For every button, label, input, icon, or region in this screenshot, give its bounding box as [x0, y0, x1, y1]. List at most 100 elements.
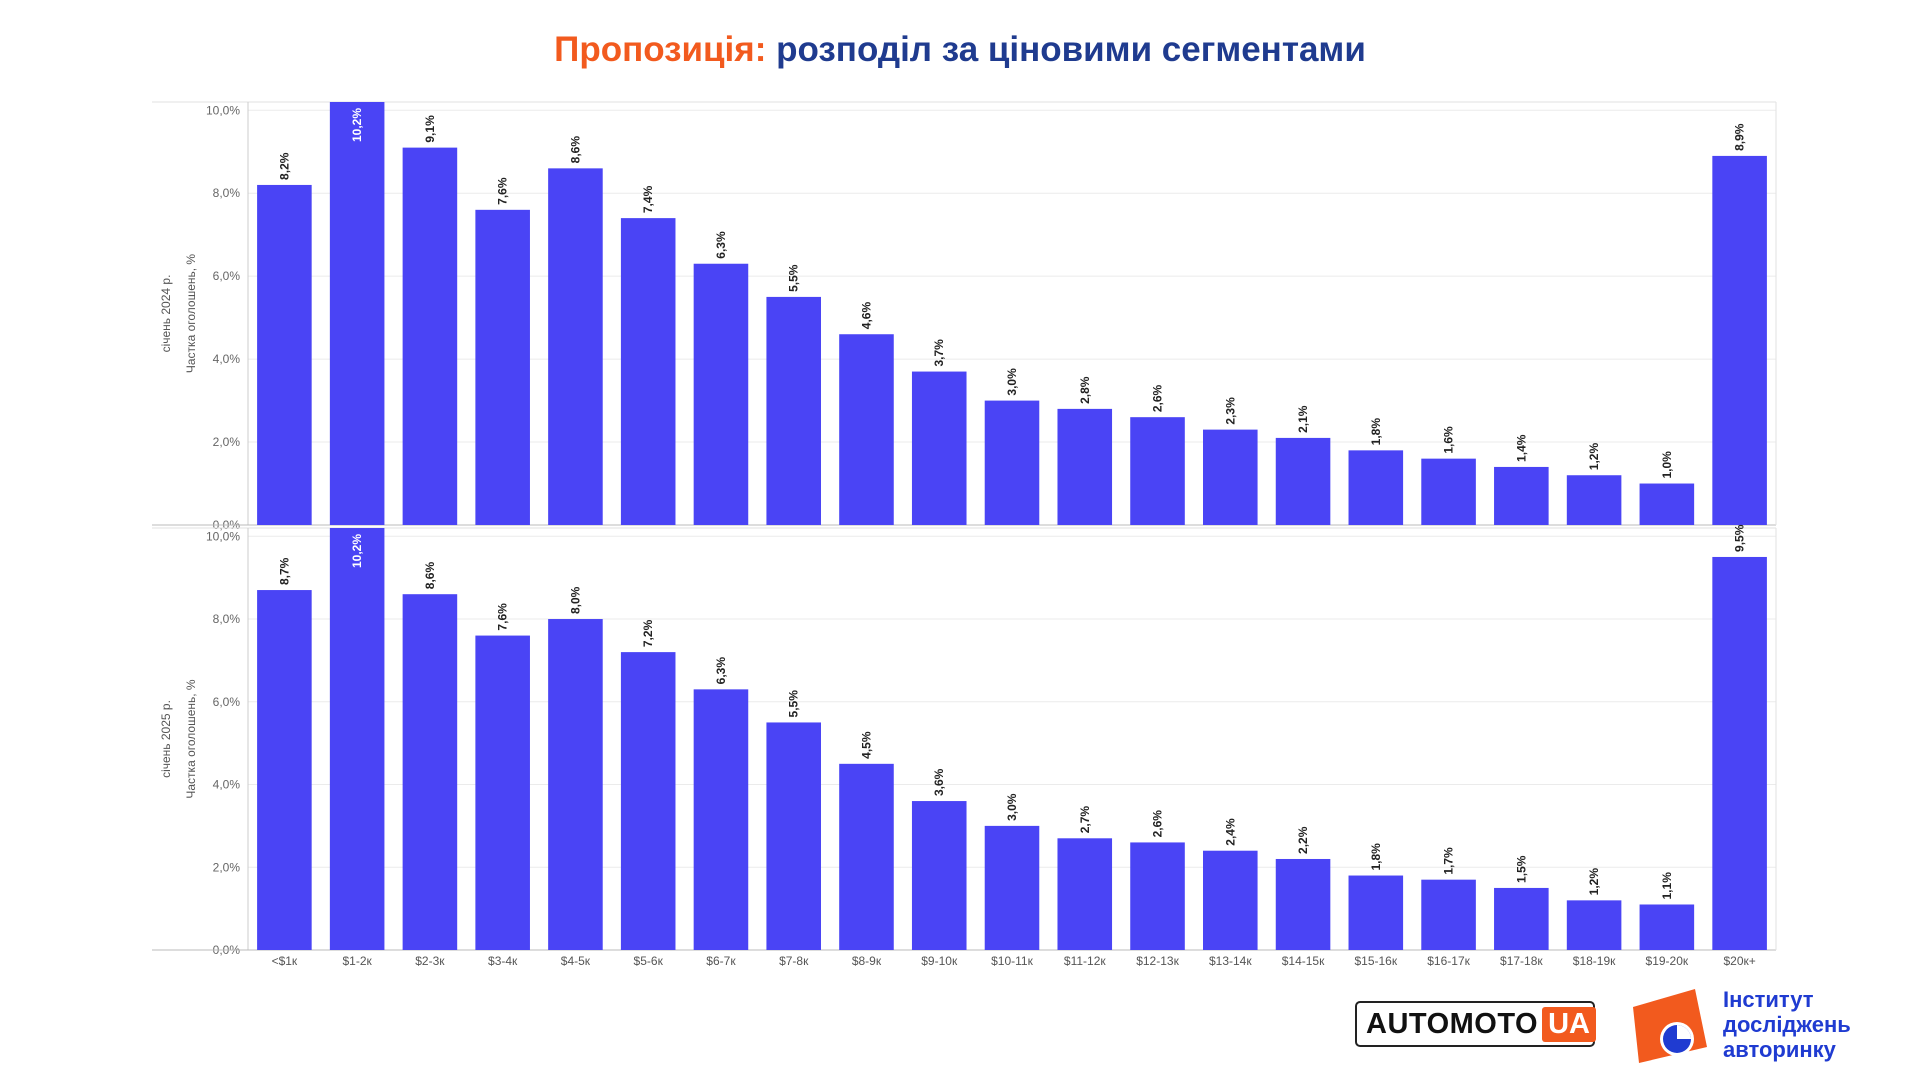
data-label: 10,2% [350, 108, 364, 142]
bar [984, 400, 1040, 525]
data-label: 1,8% [1369, 418, 1383, 446]
bar [1712, 556, 1767, 950]
data-label: 5,5% [787, 690, 801, 718]
data-label: 8,6% [423, 562, 437, 590]
title-part-2: розподіл за ціновими сегментами [776, 30, 1366, 69]
y-axis-label-period: січень 2025 р. [159, 700, 173, 778]
x-tick-label: $2-3к [415, 954, 445, 968]
y-tick-label: 4,0% [213, 778, 241, 792]
x-tick-label: $4-5к [561, 954, 591, 968]
x-tick-label: $20к+ [1723, 954, 1755, 968]
data-label: 1,5% [1514, 855, 1528, 883]
page-title: Пропозиція: розподіл за ціновими сегмент… [0, 30, 1920, 70]
bar [1712, 155, 1767, 526]
data-label: 2,6% [1151, 810, 1165, 838]
bar [1348, 450, 1404, 525]
x-tick-label: $15-16к [1354, 954, 1397, 968]
bar [1566, 475, 1622, 525]
data-label: 2,4% [1223, 818, 1237, 846]
y-tick-label: 4,0% [213, 352, 241, 366]
data-label: 4,6% [859, 302, 873, 330]
institute-name: Інститут досліджень авторинку [1723, 987, 1851, 1062]
data-label: 4,5% [859, 731, 873, 759]
institute-emblem-icon [1633, 989, 1707, 1063]
x-tick-label: $6-7к [706, 954, 736, 968]
bar [548, 619, 603, 950]
x-tick-label: $19-20к [1646, 954, 1689, 968]
bar [620, 218, 676, 525]
bar [1130, 417, 1185, 525]
data-label: 2,7% [1078, 806, 1092, 834]
x-tick-label: $10-11к [991, 954, 1033, 968]
bar [1494, 887, 1549, 950]
bar [620, 652, 676, 950]
bar [257, 590, 312, 950]
x-tick-label: $3-4к [488, 954, 518, 968]
institute-name-line-2: досліджень [1723, 1012, 1851, 1037]
y-tick-label: 2,0% [213, 435, 241, 449]
data-label: 7,2% [641, 619, 655, 647]
bar [1057, 838, 1113, 950]
bar [911, 801, 967, 950]
y-tick-label: 6,0% [213, 695, 241, 709]
bar [402, 147, 458, 525]
institute-name-line-1: Інститут [1723, 987, 1814, 1012]
data-label: 1,6% [1442, 426, 1456, 454]
data-label: 8,0% [568, 586, 582, 614]
bar [766, 722, 821, 950]
data-label: 8,7% [277, 557, 291, 585]
data-label: 1,4% [1514, 434, 1528, 462]
y-axis-label-period: січень 2024 р. [159, 275, 173, 353]
data-label: 1,2% [1587, 868, 1601, 896]
automoto-logo: AUTOMOTO UA [1355, 1001, 1596, 1047]
x-tick-label: $16-17к [1427, 954, 1470, 968]
bar [693, 263, 749, 525]
data-label: 7,6% [496, 603, 510, 631]
data-label: 1,2% [1587, 443, 1601, 471]
x-tick-label: $9-10к [921, 954, 958, 968]
y-tick-label: 10,0% [206, 103, 240, 117]
x-tick-label: $7-8к [779, 954, 809, 968]
x-tick-label: $18-19к [1573, 954, 1616, 968]
title-part-1: Пропозиція: [554, 30, 767, 69]
bar [839, 334, 894, 525]
bar [548, 168, 603, 525]
data-label: 8,6% [568, 136, 582, 164]
bar [766, 296, 821, 525]
data-label: 5,5% [787, 264, 801, 292]
data-label: 2,8% [1078, 376, 1092, 404]
y-tick-label: 2,0% [213, 860, 241, 874]
data-label: 10,2% [350, 534, 364, 568]
data-label: 1,1% [1660, 872, 1674, 900]
x-tick-label: $14-15к [1282, 954, 1325, 968]
data-label: 3,0% [1005, 368, 1019, 396]
y-tick-label: 8,0% [213, 612, 241, 626]
data-label: 1,8% [1369, 843, 1383, 871]
bar [839, 763, 894, 950]
institute-name-line-3: авторинку [1723, 1037, 1836, 1062]
data-label: 8,2% [277, 152, 291, 180]
x-tick-label: $12-13к [1136, 954, 1179, 968]
x-tick-label: $11-12к [1064, 954, 1106, 968]
bar [1566, 900, 1622, 950]
data-label: 1,0% [1660, 451, 1674, 479]
bar [1348, 875, 1404, 950]
bar [475, 209, 530, 525]
bar [257, 184, 312, 526]
bar [1275, 858, 1331, 950]
bar [1057, 408, 1113, 525]
bar [984, 825, 1040, 950]
data-label: 2,6% [1151, 384, 1165, 412]
y-tick-label: 10,0% [206, 529, 240, 543]
bar [1639, 483, 1695, 525]
bar [329, 102, 385, 525]
data-label: 6,3% [714, 657, 728, 685]
bar [1421, 879, 1476, 950]
x-tick-label: $5-6к [634, 954, 664, 968]
bar [402, 594, 458, 950]
y-tick-label: 6,0% [213, 269, 241, 283]
bar [1275, 437, 1331, 525]
y-tick-label: 8,0% [213, 186, 241, 200]
x-tick-label: $8-9к [852, 954, 882, 968]
